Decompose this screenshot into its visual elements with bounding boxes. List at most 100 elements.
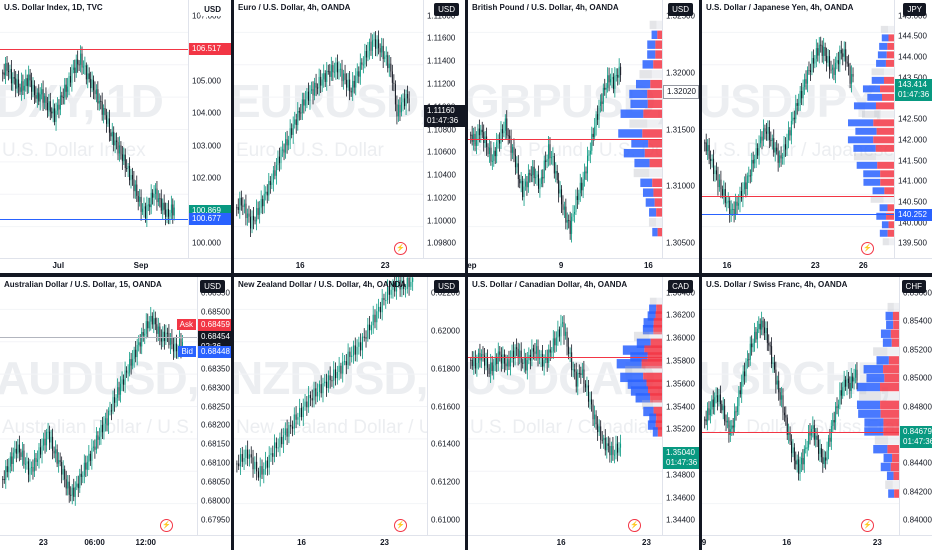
- currency-badge[interactable]: USD: [434, 280, 459, 293]
- candle-body: [338, 68, 340, 73]
- candle-body: [556, 170, 558, 180]
- candle-body: [576, 196, 578, 200]
- candle-body: [537, 346, 539, 359]
- horizontal-line[interactable]: [468, 357, 662, 359]
- currency-badge[interactable]: USD: [434, 3, 459, 16]
- currency-badge[interactable]: CAD: [668, 280, 693, 293]
- chart-panel-dxy[interactable]: DXY, 1D U.S. Dollar Index U.S. Dollar In…: [0, 0, 231, 273]
- candle-body: [26, 78, 28, 87]
- candle-body: [2, 72, 4, 74]
- candle-body: [785, 415, 787, 418]
- currency-badge[interactable]: CHF: [901, 280, 926, 293]
- price-axis[interactable]: 107.000106.000105.000104.000103.000102.0…: [188, 0, 231, 259]
- time-axis[interactable]: 16 23: [234, 258, 465, 273]
- time-axis[interactable]: 16 23: [468, 535, 699, 550]
- chart-title: U.S. Dollar / Japanese Yen, 4h, OANDA: [706, 3, 854, 12]
- candle-body: [773, 362, 775, 370]
- chart-area[interactable]: DXY, 1D U.S. Dollar Index U.S. Dollar In…: [0, 0, 188, 259]
- chart-area[interactable]: EURUSD, 4h Euro / U.S. Dollar Euro / U.S…: [234, 0, 423, 259]
- candle-body: [241, 454, 243, 462]
- chart-panel-usdjpy[interactable]: USDJPY, 4h U.S. Dollar / Japanese Yen U.…: [702, 0, 932, 273]
- price-axis[interactable]: 0.685500.685000.684500.684000.683500.683…: [197, 277, 231, 536]
- candle-body: [557, 329, 559, 338]
- candle-body: [85, 65, 87, 80]
- price-tick-label: 1.34400: [666, 515, 695, 525]
- chart-panel-audusd[interactable]: AUDUSD, 15 Australian Dollar / U.S. Doll…: [0, 277, 231, 550]
- price-axis[interactable]: 1.325001.320001.315001.310001.305001.320…: [662, 0, 699, 259]
- chart-area[interactable]: USDJPY, 4h U.S. Dollar / Japanese Yen U.…: [702, 0, 894, 259]
- chart-area[interactable]: AUDUSD, 15 Australian Dollar / U.S. Doll…: [0, 277, 197, 536]
- volume-profile-bar-sell: [644, 148, 662, 158]
- currency-badge[interactable]: JPY: [903, 3, 926, 16]
- currency-badge[interactable]: USD: [668, 3, 693, 16]
- horizontal-line[interactable]: [0, 49, 188, 51]
- candle-body: [517, 163, 519, 180]
- chart-area[interactable]: USDCAD, 4h U.S. Dollar / Canadian Dollar…: [468, 277, 662, 536]
- price-tick-label: 141.500: [898, 156, 927, 166]
- price-axis[interactable]: 0.622000.620000.618000.616000.614000.612…: [427, 277, 465, 536]
- time-tick-label: 23: [872, 538, 882, 547]
- chart-panel-eurusd[interactable]: EURUSD, 4h Euro / U.S. Dollar Euro / U.S…: [234, 0, 465, 273]
- candle-body: [586, 155, 588, 174]
- price-axis[interactable]: 0.856000.854000.852000.850000.848000.846…: [899, 277, 932, 536]
- horizontal-line[interactable]: [0, 218, 188, 220]
- candle-body: [708, 145, 710, 159]
- candle-body: [253, 215, 255, 221]
- price-label-value: 143.414: [898, 80, 927, 90]
- time-axis[interactable]: 16 23: [234, 535, 465, 550]
- chart-area[interactable]: USDCHF, 4h U.S. Dollar / Swiss Franc U.S…: [702, 277, 899, 536]
- candle-body: [156, 188, 158, 203]
- volume-profile-bar-sell: [884, 187, 894, 195]
- chart-area[interactable]: NZDUSD, 4h New Zealand Dollar / U.S. Dol…: [234, 277, 427, 536]
- price-axis[interactable]: 1.118001.116001.114001.112001.110001.108…: [423, 0, 465, 259]
- candle-body: [471, 134, 473, 142]
- candle-body: [562, 204, 564, 210]
- candle-body: [493, 365, 495, 372]
- candles-svg: [234, 30, 423, 238]
- horizontal-line[interactable]: [468, 138, 662, 140]
- time-axis[interactable]: 9 16 23: [702, 535, 932, 550]
- volume-profile-bar-buy: [651, 30, 658, 40]
- chart-panel-nzdusd[interactable]: NZDUSD, 4h New Zealand Dollar / U.S. Dol…: [234, 277, 465, 550]
- candle-body: [735, 411, 737, 413]
- price-axis[interactable]: 1.364001.362001.360001.358001.356001.354…: [662, 277, 699, 536]
- chart-area[interactable]: GBPUSD, 4h British Pound / U.S. Dollar B…: [468, 0, 662, 259]
- chart-panel-usdchf[interactable]: USDCHF, 4h U.S. Dollar / Swiss Franc U.S…: [702, 277, 932, 550]
- candle-body: [473, 133, 475, 142]
- candle-body: [852, 74, 854, 77]
- candle-body: [738, 390, 740, 406]
- price-tick-label: 1.34800: [666, 470, 695, 480]
- candle-body: [795, 460, 797, 465]
- horizontal-line[interactable]: [702, 195, 894, 197]
- candle-body: [104, 418, 106, 424]
- candle-body: [837, 404, 839, 409]
- chart-panel-usdcad[interactable]: USDCAD, 4h U.S. Dollar / Canadian Dollar…: [468, 277, 699, 550]
- chart-panel-gbpusd[interactable]: GBPUSD, 4h British Pound / U.S. Dollar B…: [468, 0, 699, 273]
- candle-body: [846, 378, 848, 387]
- horizontal-line[interactable]: [702, 432, 899, 434]
- candle-body: [578, 372, 580, 374]
- currency-badge[interactable]: USD: [200, 3, 225, 16]
- candle-body: [549, 349, 551, 353]
- candle-body: [810, 428, 812, 436]
- candle-body: [490, 362, 492, 374]
- candle-body: [238, 463, 240, 467]
- candle-body: [265, 460, 267, 470]
- candle-body: [270, 453, 272, 456]
- candle-body: [808, 70, 810, 72]
- time-axis[interactable]: Jul Sep: [0, 258, 231, 273]
- volume-profile-bar-buy: [876, 59, 886, 67]
- currency-badge[interactable]: USD: [200, 280, 225, 293]
- horizontal-line[interactable]: [0, 336, 197, 338]
- time-axis[interactable]: 16 23 26: [702, 258, 932, 273]
- price-axis[interactable]: 145.000144.500144.000143.500143.000142.5…: [894, 0, 932, 259]
- candle-body: [802, 457, 804, 465]
- time-axis[interactable]: 23 06:00 12:00: [0, 535, 231, 550]
- horizontal-line[interactable]: [702, 213, 894, 215]
- volume-profile-bar-buy: [871, 68, 884, 76]
- candle-body: [17, 444, 19, 454]
- candle-body: [575, 196, 577, 212]
- candle-body: [284, 428, 286, 436]
- candle-body: [350, 91, 352, 93]
- time-axis[interactable]: ep 9 16: [468, 258, 699, 273]
